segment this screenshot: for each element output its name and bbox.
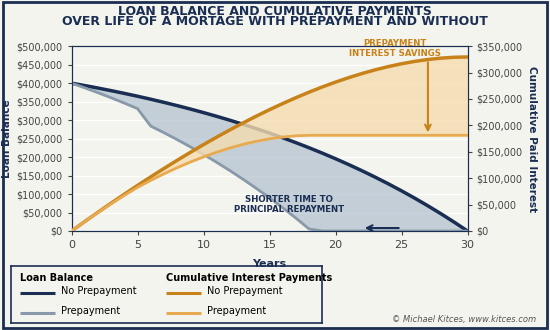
Y-axis label: Loan Balance: Loan Balance [2, 99, 12, 178]
Text: No Prepayment: No Prepayment [207, 286, 282, 296]
Text: PREPAYMENT
INTEREST SAVINGS: PREPAYMENT INTEREST SAVINGS [349, 39, 441, 58]
Text: Prepayment: Prepayment [207, 306, 266, 316]
Text: SHORTER TIME TO
PRINCIPAL REPAYMENT: SHORTER TIME TO PRINCIPAL REPAYMENT [234, 195, 344, 215]
Text: Cumulative Interest Payments: Cumulative Interest Payments [166, 273, 333, 282]
Text: Years: Years [252, 259, 287, 269]
Text: OVER LIFE OF A MORTAGE WITH PREPAYMENT AND WITHOUT: OVER LIFE OF A MORTAGE WITH PREPAYMENT A… [62, 15, 488, 28]
Y-axis label: Cumulative Paid Interest: Cumulative Paid Interest [527, 66, 537, 212]
Text: Loan Balance: Loan Balance [20, 273, 94, 282]
Text: No Prepayment: No Prepayment [60, 286, 136, 296]
Text: Prepayment: Prepayment [60, 306, 120, 316]
Text: © Michael Kitces, www.kitces.com: © Michael Kitces, www.kitces.com [392, 315, 536, 324]
Text: LOAN BALANCE AND CUMULATIVE PAYMENTS: LOAN BALANCE AND CUMULATIVE PAYMENTS [118, 5, 432, 18]
